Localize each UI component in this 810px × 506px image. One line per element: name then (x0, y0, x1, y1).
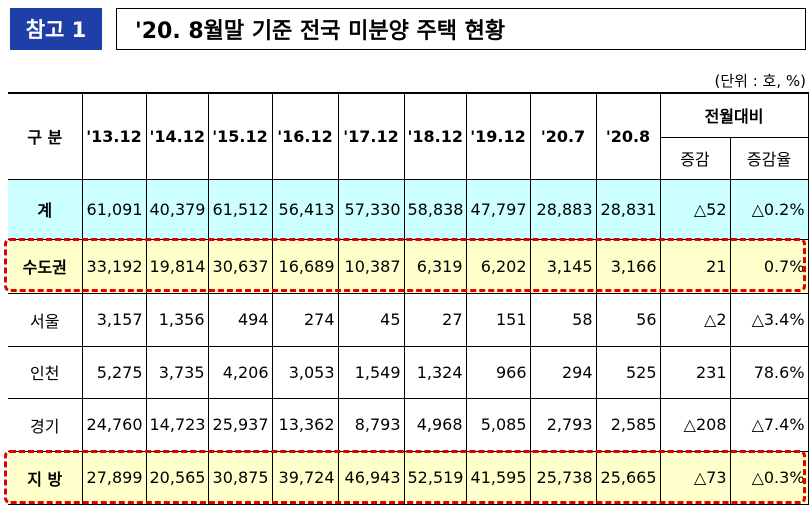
table-row: 경기 24,760 14,723 25,937 13,362 8,793 4,968 5,08… (8, 397, 809, 452)
header-cell: '20.7 (529, 92, 597, 180)
badge: 참고 1 (10, 8, 102, 50)
cell: 28,831 (595, 178, 661, 240)
row-label: 인천 (8, 345, 83, 399)
header-cell: 증감 (659, 136, 731, 180)
cell: 58 (529, 292, 597, 347)
cell: 151 (465, 292, 531, 347)
cell: 61,512 (207, 178, 273, 240)
table-row: 수도권 33,192 19,814 30,637 16,689 10,387 6,319 6,… (8, 238, 809, 294)
cell: 57,330 (337, 178, 405, 240)
cell: 8,793 (337, 397, 405, 452)
cell: △0.3% (729, 450, 809, 505)
cell: 78.6% (729, 345, 809, 399)
header-cell: '15.12 (207, 92, 273, 180)
cell: 13,362 (271, 397, 339, 452)
cell: 14,723 (145, 397, 209, 452)
table-row: 인천 5,275 3,735 4,206 3,053 1,549 1,324 966 294 52… (8, 345, 809, 399)
cell: 5,275 (81, 345, 147, 399)
cell: 41,595 (465, 450, 531, 505)
cell: 0.7% (729, 238, 809, 294)
cell: 16,689 (271, 238, 339, 294)
cell: 27,899 (81, 450, 147, 505)
cell: 19,814 (145, 238, 209, 294)
cell: △73 (659, 450, 731, 505)
cell: 21 (659, 238, 731, 294)
cell: 58,838 (403, 178, 467, 240)
cell: 5,085 (465, 397, 531, 452)
cell: 294 (529, 345, 597, 399)
data-table: 구 분 '13.12'14.12'15.12'16.12'17.12'18.12 '… (8, 92, 809, 505)
cell: 2,585 (595, 397, 661, 452)
cell: 3,157 (81, 292, 147, 347)
cell: △3.4% (729, 292, 809, 347)
header-cell: '20.8 (595, 92, 661, 180)
cell: 231 (659, 345, 731, 399)
row-label: 지 방 (8, 450, 83, 505)
header-cell: 구 분 (8, 92, 83, 180)
cell: 30,637 (207, 238, 273, 294)
row-label: 서울 (8, 292, 83, 347)
header-cell: 증감율 (729, 136, 809, 180)
cell: 56 (595, 292, 661, 347)
header-row: 증감 증감율 (8, 136, 809, 180)
cell: 56,413 (271, 178, 339, 240)
table-row: 서울 3,157 1,356 494 274 45 27 151 58 56 △2 △3.4% (8, 292, 809, 347)
cell: 966 (465, 345, 531, 399)
cell: 45 (337, 292, 405, 347)
row-label: 계 (8, 178, 83, 240)
header-cell: '16.12 (271, 92, 339, 180)
cell: 3,735 (145, 345, 209, 399)
cell: △52 (659, 178, 731, 240)
header-cell: '13.12 (81, 92, 147, 180)
cell: △2 (659, 292, 731, 347)
cell: 1,356 (145, 292, 209, 347)
header-cell: '17.12 (337, 92, 405, 180)
cell: 1,324 (403, 345, 467, 399)
cell: 46,943 (337, 450, 405, 505)
cell: △208 (659, 397, 731, 452)
header-cell: '19.12 (465, 92, 531, 180)
cell: 3,053 (271, 345, 339, 399)
cell: 27 (403, 292, 467, 347)
cell: 2,793 (529, 397, 597, 452)
row-label: 수도권 (8, 238, 83, 294)
cell: 30,875 (207, 450, 273, 505)
table-row: 계 61,091 40,379 61,512 56,413 57,330 58,838 47,… (8, 178, 809, 240)
cell: 40,379 (145, 178, 209, 240)
cell: 3,166 (595, 238, 661, 294)
header-cell: 전월대비 (659, 92, 809, 138)
header-cell: '14.12 (145, 92, 209, 180)
cell: 6,202 (465, 238, 531, 294)
unit-note: (단위 : 호, %) (714, 72, 806, 90)
cell: 20,565 (145, 450, 209, 505)
cell: 61,091 (81, 178, 147, 240)
table-row: 지 방 27,899 20,565 30,875 39,724 46,943 52,519 4… (8, 450, 809, 505)
header-cell: '18.12 (403, 92, 467, 180)
cell: 494 (207, 292, 273, 347)
cell: 25,738 (529, 450, 597, 505)
row-label: 경기 (8, 397, 83, 452)
cell: 25,937 (207, 397, 273, 452)
cell: 52,519 (403, 450, 467, 505)
cell: 10,387 (337, 238, 405, 294)
cell: 47,797 (465, 178, 531, 240)
cell: △0.2% (729, 178, 809, 240)
cell: 33,192 (81, 238, 147, 294)
cell: 6,319 (403, 238, 467, 294)
header-row: 구 분 '13.12'14.12'15.12'16.12'17.12'18.12 '… (8, 92, 809, 180)
cell: 1,549 (337, 345, 405, 399)
cell: 4,968 (403, 397, 467, 452)
cell: 24,760 (81, 397, 147, 452)
cell: 39,724 (271, 450, 339, 505)
cell: 4,206 (207, 345, 273, 399)
cell: 525 (595, 345, 661, 399)
cell: 28,883 (529, 178, 597, 240)
cell: 3,145 (529, 238, 597, 294)
cell: △7.4% (729, 397, 809, 452)
cell: 274 (271, 292, 339, 347)
cell: 25,665 (595, 450, 661, 505)
title: '20. 8월말 기준 전국 미분양 주택 현황 (116, 8, 806, 50)
